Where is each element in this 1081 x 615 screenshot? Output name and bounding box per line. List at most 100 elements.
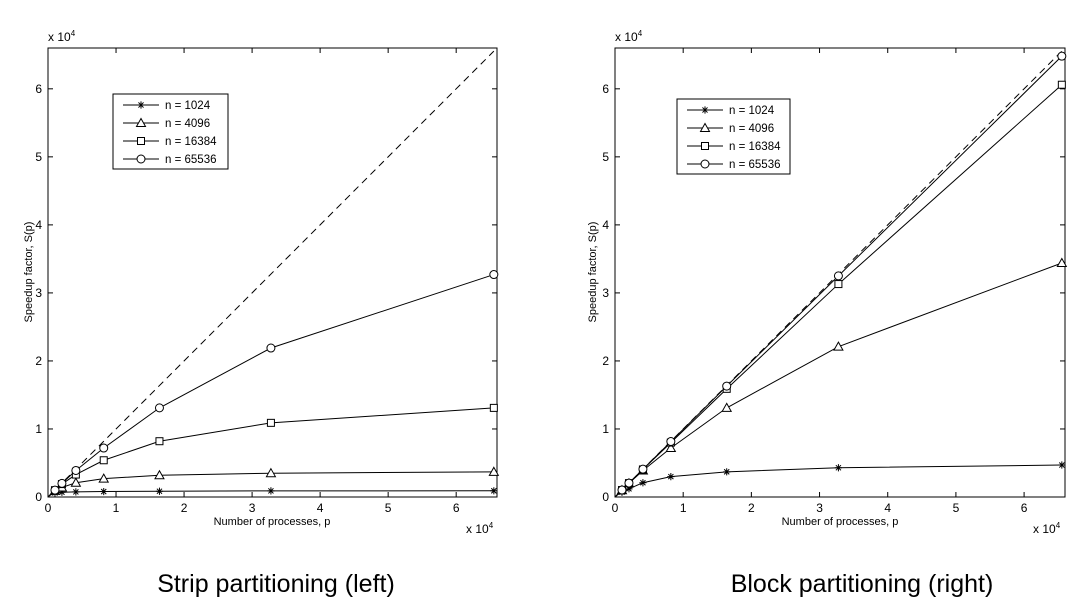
left-legend-marker-n-1024 <box>137 101 145 109</box>
left-ideal-speedup-line <box>47 50 495 498</box>
left-x-tick-label: 1 <box>113 501 120 515</box>
right-y-tick-label: 3 <box>602 286 609 300</box>
right-legend-marker-n-16384 <box>701 142 709 150</box>
left-legend-label-n-4096: n = 4096 <box>165 118 210 130</box>
right-y-tick-label: 4 <box>602 218 609 232</box>
right-point-n-4096 <box>1056 257 1068 267</box>
left-point-n-65536 <box>266 343 276 353</box>
right-y-tick-label: 6 <box>602 82 609 96</box>
left-y-axis-label: Speedup factor, S(p) <box>23 222 35 323</box>
left-point-n-16384 <box>155 437 164 446</box>
left-chart-ticks: 0 1 2 3 4 5 6 0 1 2 3 4 5 6 <box>35 48 497 515</box>
left-x-tick-label: 0 <box>45 501 52 515</box>
left-point-n-1024 <box>58 488 66 496</box>
left-legend-marker-n-16384 <box>137 137 145 145</box>
right-point-n-1024 <box>834 464 843 472</box>
right-x-multiplier: x 104 <box>1033 521 1061 536</box>
right-legend-label-n-16384: n = 16384 <box>729 141 781 153</box>
left-y-tick-label: 1 <box>35 422 42 436</box>
left-point-n-65536 <box>154 403 164 413</box>
left-x-tick-label: 5 <box>385 501 392 515</box>
right-legend-label-n-65536: n = 65536 <box>729 159 780 171</box>
left-y-multiplier: x 104 <box>48 29 76 44</box>
right-legend-marker-n-1024 <box>701 106 709 114</box>
right-point-n-65536 <box>666 437 676 447</box>
right-point-n-1024 <box>1058 461 1066 469</box>
left-y-tick-label: 5 <box>35 150 42 164</box>
right-y-tick-label: 5 <box>602 150 609 164</box>
left-point-n-16384 <box>489 403 498 412</box>
left-x-tick-label: 6 <box>453 501 460 515</box>
right-chart-ticks: 0 1 2 3 4 5 6 0 1 2 3 4 5 6 <box>602 48 1065 515</box>
right-legend: n = 1024 n = 4096 n = 16384 n = 65536 <box>676 98 791 175</box>
right-point-n-16384 <box>834 280 843 289</box>
left-x-tick-label: 4 <box>317 501 324 515</box>
right-point-n-65536 <box>638 464 648 474</box>
left-legend-label-n-16384: n = 16384 <box>165 136 217 148</box>
left-legend-marker-n-65536 <box>136 154 146 164</box>
right-legend-marker-n-4096 <box>699 122 711 132</box>
right-point-n-65536 <box>617 485 627 495</box>
right-point-n-65536 <box>1057 51 1067 61</box>
left-point-n-1024 <box>267 487 275 495</box>
left-chart-marks <box>47 50 500 498</box>
left-point-n-4096 <box>488 466 500 476</box>
left-point-n-16384 <box>266 418 275 427</box>
right-y-multiplier: x 104 <box>615 29 643 44</box>
right-caption: Block partitioning (right) <box>731 570 994 598</box>
left-point-n-1024 <box>100 487 108 496</box>
right-x-tick-label: 0 <box>612 501 619 515</box>
left-point-n-65536 <box>99 443 109 453</box>
left-point-n-4096 <box>265 467 277 478</box>
right-legend-box <box>676 98 791 175</box>
left-legend: n = 1024 n = 4096 n = 16384 n = 65536 <box>112 93 229 170</box>
right-y-tick-label: 1 <box>602 422 609 436</box>
right-x-axis-label: Number of processes, p <box>782 516 899 528</box>
right-x-tick-label: 3 <box>816 501 823 515</box>
right-point-n-65536 <box>722 381 732 391</box>
right-series-line-n-4096 <box>614 262 1063 498</box>
left-y-tick-label: 3 <box>35 286 42 300</box>
left-point-n-4096 <box>98 473 110 483</box>
right-y-axis-label: Speedup factor, S(p) <box>587 222 599 323</box>
right-legend-label-n-1024: n = 1024 <box>729 105 775 117</box>
right-x-tick-label: 6 <box>1021 501 1028 515</box>
left-legend-marker-n-4096 <box>135 117 147 127</box>
right-chart-marks <box>614 50 1068 498</box>
right-x-tick-label: 5 <box>953 501 960 515</box>
right-plot-frame <box>614 47 1066 498</box>
left-x-tick-label: 3 <box>249 501 256 515</box>
left-point-n-4096 <box>70 477 82 487</box>
right-point-n-16384 <box>1057 80 1066 89</box>
left-legend-label-n-65536: n = 65536 <box>165 154 216 166</box>
left-point-n-4096 <box>154 469 165 480</box>
left-x-tick-label: 2 <box>181 501 188 515</box>
left-point-n-1024 <box>490 487 498 495</box>
left-point-n-65536 <box>71 465 81 475</box>
right-point-n-4096 <box>665 442 677 453</box>
right-point-n-4096 <box>721 402 733 412</box>
right-point-n-1024 <box>625 485 633 493</box>
left-y-tick-label: 6 <box>35 82 42 96</box>
right-point-n-4096 <box>833 341 844 351</box>
left-point-n-16384 <box>99 456 108 465</box>
left-chart-panel: 0 1 2 3 4 5 6 0 1 2 3 4 5 6 x 104 x 104 Number of pro… <box>23 29 500 598</box>
right-legend-marker-n-65536 <box>700 159 710 169</box>
left-series-line-n-65536 <box>47 274 494 498</box>
right-legend-label-n-4096: n = 4096 <box>729 123 774 135</box>
left-y-tick-label: 2 <box>35 354 42 368</box>
left-point-n-1024 <box>155 487 164 495</box>
left-x-axis-label: Number of processes, p <box>214 516 331 528</box>
left-point-n-65536 <box>57 478 67 488</box>
left-y-tick-label: 0 <box>35 490 42 504</box>
right-chart-panel: 0 1 2 3 4 5 6 0 1 2 3 4 5 6 x 104 x 104 Number of pro… <box>587 29 1068 598</box>
right-x-tick-label: 2 <box>748 501 755 515</box>
right-y-tick-label: 2 <box>602 354 609 368</box>
left-caption: Strip partitioning (left) <box>157 570 395 598</box>
left-point-n-1024 <box>72 488 80 496</box>
left-x-multiplier: x 104 <box>466 521 494 536</box>
left-y-tick-label: 4 <box>35 218 42 232</box>
left-point-n-65536 <box>489 270 499 280</box>
right-x-tick-label: 4 <box>884 501 891 515</box>
